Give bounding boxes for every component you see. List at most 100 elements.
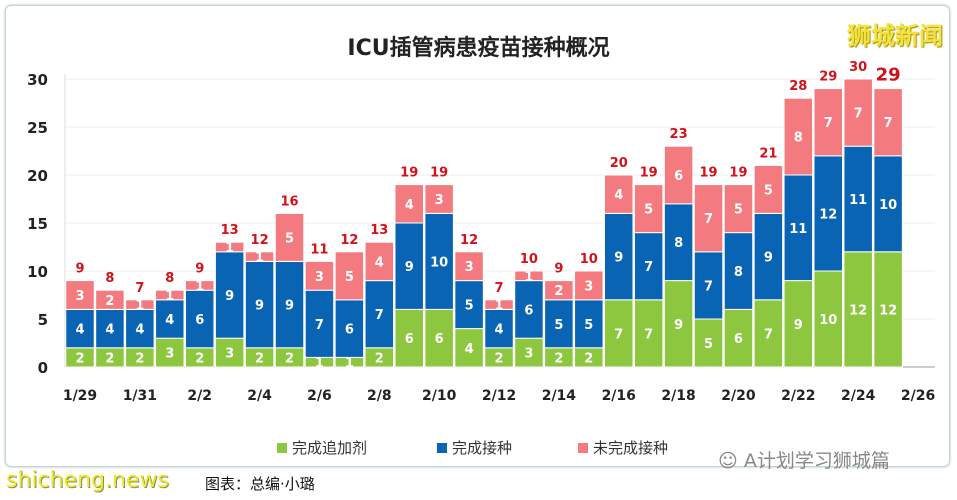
bar-segment: [813, 88, 843, 157]
total-label: 9: [195, 262, 204, 277]
bar-segment: [364, 280, 395, 349]
segment-label: 1: [315, 356, 324, 371]
bar-segment: [633, 232, 664, 301]
bar-segment: [214, 337, 245, 368]
x-tick-label: 2/12: [482, 388, 516, 404]
segment-label: 7: [824, 116, 833, 131]
segment-label: 9: [255, 299, 264, 314]
segment-label: 1: [225, 241, 234, 256]
bar-segment: [633, 299, 664, 368]
segment-label: 6: [195, 313, 204, 328]
bar-segment: [214, 241, 245, 253]
bar-segment: [843, 145, 873, 253]
segment-label: 2: [105, 351, 114, 366]
bar-segment: [693, 184, 724, 253]
segment-label: 1: [135, 299, 144, 314]
segment-label: 3: [225, 347, 234, 362]
segment-label: 3: [165, 347, 174, 362]
total-label: 19: [430, 166, 448, 181]
x-tick-label: 2/4: [247, 388, 272, 404]
x-tick-label: 2/2: [187, 388, 212, 404]
segment-label: 10: [879, 198, 897, 213]
bar-segment: [155, 289, 185, 301]
segment-label: 4: [465, 342, 474, 357]
bar-segment: [514, 337, 544, 368]
segment-label: 10: [819, 313, 837, 328]
segment-label: 8: [794, 131, 803, 146]
bar-segment: [514, 280, 544, 339]
y-tick-label: 20: [27, 167, 48, 185]
total-label: 7: [135, 281, 144, 296]
bar-segment: [753, 299, 784, 368]
x-tick-label: 2/26: [901, 388, 935, 404]
segment-label: 4: [75, 323, 84, 338]
segment-label: 8: [674, 236, 683, 251]
legend-swatch: [277, 442, 287, 453]
segment-label: 6: [345, 323, 354, 338]
bar-segment: [155, 337, 185, 368]
chart-frame: [5, 5, 950, 467]
segment-label: 7: [704, 212, 713, 227]
segment-label: 9: [764, 251, 773, 266]
segment-label: 4: [165, 313, 174, 328]
bar-segment: [454, 328, 484, 368]
bar-segment: [424, 184, 454, 214]
legend-label: 未完成接种: [593, 439, 669, 457]
bar-segment: [394, 184, 424, 224]
bar-segment: [873, 155, 903, 253]
bar-segment: [334, 299, 365, 358]
segment-label: 5: [764, 183, 773, 198]
segment-label: 2: [494, 351, 503, 366]
segment-label: 7: [644, 260, 653, 275]
bar-segment: [65, 280, 95, 310]
segment-label: 1: [255, 251, 264, 266]
caption: 图表：总编·小璐: [205, 475, 315, 493]
legend-swatch: [578, 442, 588, 453]
segment-label: 6: [524, 303, 533, 318]
bar-segment: [304, 260, 335, 291]
bar-segment: [783, 174, 814, 282]
bar-segment: [783, 280, 814, 368]
bar-segment: [544, 299, 574, 349]
legend-label: 完成接种: [452, 439, 513, 457]
bar-segment: [693, 251, 724, 320]
segment-label: 3: [75, 289, 84, 304]
segment-label: 2: [285, 351, 294, 366]
segment-label: 2: [75, 351, 84, 366]
bar-segment: [125, 308, 155, 349]
bar-segment: [394, 222, 424, 310]
segment-label: 2: [554, 351, 563, 366]
x-tick-label: 2/8: [367, 388, 392, 404]
segment-label: 5: [345, 270, 354, 285]
total-label: 12: [340, 233, 358, 248]
segment-label: 9: [794, 318, 803, 333]
total-label: 7: [494, 281, 503, 296]
bar-segment: [603, 174, 634, 214]
total-label: 23: [670, 127, 688, 142]
total-label: 28: [789, 79, 807, 94]
total-label: 10: [520, 252, 538, 267]
bar-segment: [603, 212, 634, 301]
x-tick-label: 2/14: [542, 388, 577, 404]
x-tick-label: 2/22: [781, 388, 815, 404]
segment-label: 9: [405, 260, 414, 275]
bar-segment: [633, 184, 664, 234]
segment-label: 4: [375, 255, 384, 270]
bar-segment: [484, 299, 514, 310]
bar-segment: [424, 308, 454, 368]
segment-label: 2: [375, 351, 384, 366]
segment-label: 2: [255, 351, 264, 366]
segment-label: 8: [734, 265, 743, 280]
segment-label: 6: [734, 332, 743, 347]
segment-label: 6: [435, 332, 444, 347]
bar-segment: [574, 270, 604, 301]
bar-segment: [873, 251, 903, 368]
bar-segment: [184, 289, 215, 349]
x-tick-label: 2/24: [841, 388, 876, 404]
segment-label: 4: [614, 188, 623, 203]
segment-label: 3: [524, 347, 533, 362]
segment-label: 5: [554, 318, 563, 333]
segment-label: 1: [345, 356, 354, 371]
segment-label: 5: [285, 231, 294, 246]
bar-segment: [663, 203, 694, 282]
